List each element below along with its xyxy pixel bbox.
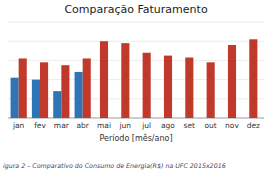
x-tick-label: mar: [54, 121, 70, 130]
x-tick-label: jul: [141, 121, 151, 130]
bar: [61, 65, 69, 118]
x-tick-label: fev: [34, 121, 46, 130]
bar: [249, 39, 257, 118]
bar: [11, 78, 19, 118]
bar: [83, 58, 91, 118]
bar: [228, 45, 236, 118]
x-tick-label: dez: [247, 121, 260, 130]
x-tick-label: set: [184, 121, 196, 130]
grid-line: [8, 22, 264, 23]
grid-line: [8, 60, 264, 61]
bar: [100, 41, 108, 118]
bars: [11, 39, 258, 118]
x-tick-label: abr: [76, 121, 89, 130]
caption: igura 2 – Comparativo do Consumo de Ener…: [3, 162, 226, 170]
bar: [19, 58, 27, 118]
x-tick-label: out: [205, 121, 217, 130]
title: Comparação Faturamento: [64, 3, 208, 16]
chart: Comparação Faturamento janfevmarabrmaijun…: [0, 0, 272, 173]
bar: [75, 72, 83, 118]
bar: [40, 62, 48, 118]
bar: [32, 80, 40, 118]
x-tick-label: mai: [97, 121, 111, 130]
bar: [53, 91, 61, 118]
x-tick-label: ago: [161, 121, 175, 130]
x-axis-label: Período [mês/ano]: [99, 133, 172, 143]
bar: [207, 62, 215, 118]
grid-line: [8, 41, 264, 42]
bar: [121, 43, 129, 118]
bar: [164, 56, 172, 118]
x-tick-label: nov: [225, 121, 239, 130]
x-tick-label: jan: [12, 121, 25, 130]
bar: [185, 58, 193, 118]
bar: [143, 53, 151, 118]
x-tick-label: jun: [119, 121, 132, 130]
